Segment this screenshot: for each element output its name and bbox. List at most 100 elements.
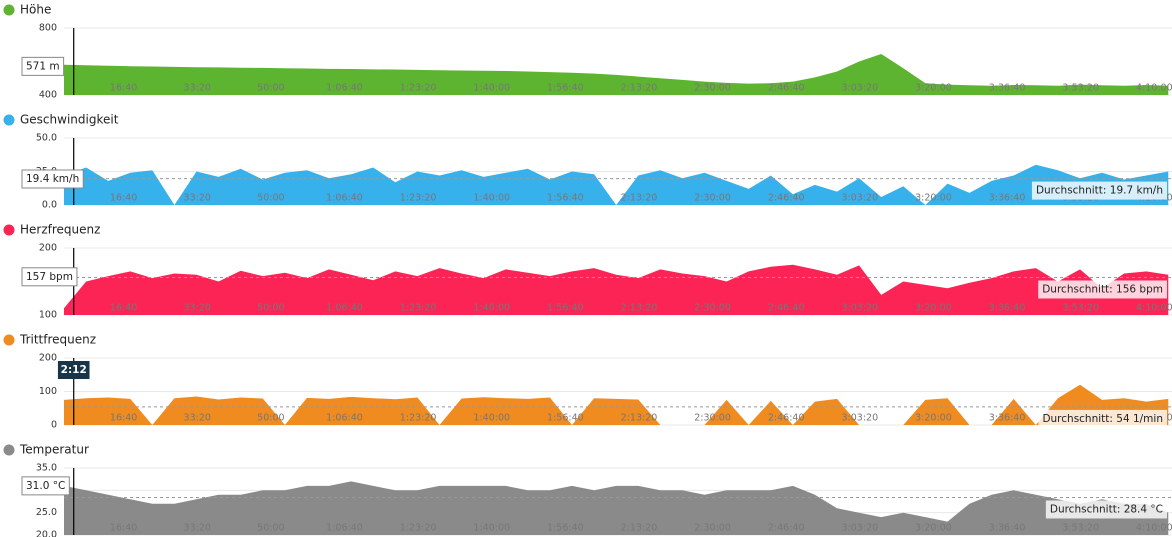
average-label-text: Durchschnitt: 19.7 km/h <box>1036 185 1163 197</box>
average-label: Durchschnitt: 28.4 °C <box>1045 500 1167 519</box>
x-tick-label: 2:46:40 <box>768 303 805 314</box>
x-tick-label: 2:46:40 <box>768 193 805 204</box>
area <box>64 481 1169 535</box>
x-tick-label: 1:23:20 <box>400 523 437 534</box>
x-tick-label: 1:23:20 <box>400 303 437 314</box>
x-tick-label: 2:46:40 <box>768 523 805 534</box>
x-tick-label: 3:53:20 <box>1062 523 1099 534</box>
x-tick-label: 1:06:40 <box>326 83 363 94</box>
x-tick-label: 33:20 <box>184 193 211 204</box>
y-tick-label: 35.0 <box>36 463 57 474</box>
x-tick-label: 4:10:00 <box>1136 523 1172 534</box>
area <box>64 384 1169 425</box>
x-tick-label: 1:23:20 <box>400 83 437 94</box>
x-tick-label: 3:03:20 <box>842 193 879 204</box>
x-tick-label: 3:53:20 <box>1062 83 1099 94</box>
x-tick-label: 2:46:40 <box>768 83 805 94</box>
y-tick-label: 800 <box>39 23 57 34</box>
y-tick-label: 200 <box>39 243 57 254</box>
cursor-time-label: 2:12 <box>57 361 90 379</box>
legend-marker <box>3 444 15 456</box>
legend-marker <box>3 334 15 346</box>
average-label-text: Durchschnitt: 28.4 °C <box>1050 503 1163 515</box>
x-tick-label: 1:06:40 <box>326 303 363 314</box>
cursor-value-label-text: 157 bpm <box>26 271 73 283</box>
x-tick-label: 1:56:40 <box>547 413 584 424</box>
x-tick-label: 16:40 <box>110 413 137 424</box>
y-tick-label: 100 <box>39 310 57 321</box>
x-tick-label: 2:13:20 <box>621 83 658 94</box>
x-tick-label: 2:13:20 <box>621 413 658 424</box>
x-tick-label: 3:03:20 <box>842 523 879 534</box>
legend-marker <box>3 114 15 126</box>
area <box>64 54 1169 95</box>
cursor-value-label-box <box>21 476 70 496</box>
y-tick-label: 25.0 <box>36 507 57 518</box>
x-tick-label: 1:56:40 <box>547 193 584 204</box>
x-tick-label: 1:40:00 <box>473 523 510 534</box>
x-tick-label: 3:36:40 <box>989 303 1026 314</box>
x-tick-label: 33:20 <box>184 413 211 424</box>
average-label-box <box>1045 500 1167 519</box>
x-tick-label: 1:06:40 <box>326 523 363 534</box>
cursor-value-label: 571 m <box>21 56 65 76</box>
average-label-box <box>1038 409 1167 428</box>
x-tick-label: 3:36:40 <box>989 193 1026 204</box>
area <box>64 164 1169 205</box>
cursor-value-label: 157 bpm <box>21 267 78 287</box>
cursor-value-label: 19.4 km/h <box>21 169 84 189</box>
x-tick-label: 3:03:20 <box>842 303 879 314</box>
x-tick-label: 1:06:40 <box>326 413 363 424</box>
cursor-value-label-text: 19.4 km/h <box>26 173 79 185</box>
panel-title: Geschwindigkeit <box>20 113 119 127</box>
panel-title: Trittfrequenz <box>19 333 96 347</box>
x-tick-label: 2:13:20 <box>621 303 658 314</box>
x-tick-label: 50:00 <box>257 523 284 534</box>
average-label-text: Durchschnitt: 54 1/min <box>1042 413 1163 425</box>
average-label: Durchschnitt: 54 1/min <box>1038 409 1167 428</box>
x-tick-label: 1:40:00 <box>473 193 510 204</box>
x-tick-label: 3:20:00 <box>915 83 952 94</box>
x-tick-label: 2:30:00 <box>694 523 731 534</box>
x-tick-label: 3:36:40 <box>989 523 1026 534</box>
x-tick-label: 1:56:40 <box>547 83 584 94</box>
x-tick-label: 3:36:40 <box>989 83 1026 94</box>
x-tick-label: 2:13:20 <box>621 523 658 534</box>
x-tick-label: 16:40 <box>110 523 137 534</box>
x-tick-label: 3:20:00 <box>915 413 952 424</box>
x-tick-label: 3:03:20 <box>842 83 879 94</box>
cursor-value-label-box <box>21 56 65 76</box>
y-tick-label: 0 <box>51 420 57 431</box>
x-tick-label: 16:40 <box>110 83 137 94</box>
x-tick-label: 3:03:20 <box>842 413 879 424</box>
y-tick-label: 50.0 <box>36 133 57 144</box>
x-tick-label: 2:30:00 <box>694 413 731 424</box>
average-label-box <box>1031 181 1167 200</box>
x-tick-label: 33:20 <box>184 83 211 94</box>
legend-marker <box>3 4 15 16</box>
y-tick-label: 20.0 <box>36 530 57 537</box>
x-tick-label: 3:20:00 <box>915 193 952 204</box>
x-tick-label: 50:00 <box>257 83 284 94</box>
x-tick-label: 2:30:00 <box>694 193 731 204</box>
x-tick-label: 2:30:00 <box>694 303 731 314</box>
x-tick-label: 1:23:20 <box>400 413 437 424</box>
x-tick-label: 33:20 <box>184 523 211 534</box>
cursor-time-label-box <box>57 361 90 379</box>
x-tick-label: 16:40 <box>110 193 137 204</box>
y-tick-label: 400 <box>39 90 57 101</box>
y-tick-label: 0.0 <box>42 200 57 211</box>
y-tick-label: 200 <box>39 353 57 364</box>
cursor-value-label: 31.0 °C <box>21 476 70 496</box>
x-tick-label: 2:46:40 <box>768 413 805 424</box>
x-tick-label: 4:10:00 <box>1136 303 1172 314</box>
cursor-value-label-box <box>21 169 84 189</box>
x-tick-label: 3:20:00 <box>915 303 952 314</box>
x-tick-label: 2:13:20 <box>621 193 658 204</box>
x-tick-label: 1:06:40 <box>326 193 363 204</box>
x-tick-label: 3:53:20 <box>1062 303 1099 314</box>
y-tick-label: 100 <box>39 386 57 397</box>
panel-title: Höhe <box>20 3 51 17</box>
